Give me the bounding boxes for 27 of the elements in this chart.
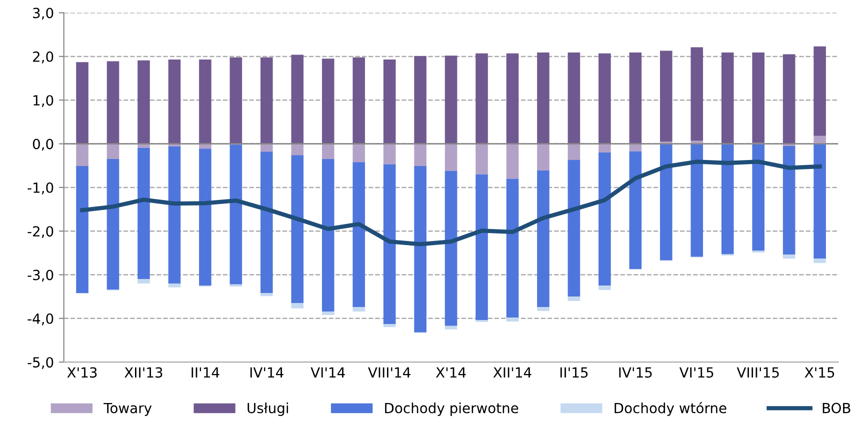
legend-label: Dochody pierwotne (385, 402, 518, 416)
y-tick-label: -5,0 (28, 357, 54, 369)
y-tick-label: 2,0 (33, 51, 54, 64)
x-tick-label: XII'14 (493, 367, 532, 378)
y-tick-label: -3,0 (28, 270, 54, 282)
x-tick-label: XII'13 (124, 367, 162, 378)
x-tick-label: VIII'15 (736, 367, 779, 378)
y-tick-label: 1,0 (34, 95, 54, 107)
x-tick-label: IV'14 (250, 367, 284, 378)
x-tick-label: II'14 (192, 367, 220, 378)
legend-label: BOB (822, 402, 850, 414)
x-tick-label: X'14 (436, 367, 466, 378)
x-tick-label: IV'15 (619, 367, 652, 378)
y-tick-label: -2,0 (28, 226, 54, 238)
y-tick-label: 3,0 (33, 8, 54, 20)
y-tick-label: 0,0 (32, 138, 54, 151)
x-tick-label: II'15 (560, 367, 588, 378)
y-tick-label: -1,0 (28, 182, 54, 194)
x-tick-label: VI'14 (310, 367, 345, 378)
legend-label: Towary (104, 402, 152, 416)
legend-label: Dochody wtórne (614, 402, 726, 416)
x-tick-label: X'15 (804, 367, 834, 378)
x-tick-label: VIII'14 (368, 367, 410, 378)
legend-label: Usługi (248, 402, 288, 416)
x-tick-label: VI'15 (679, 367, 714, 378)
x-tick-label: X'13 (67, 367, 97, 378)
y-tick-label: -4,0 (28, 313, 54, 326)
